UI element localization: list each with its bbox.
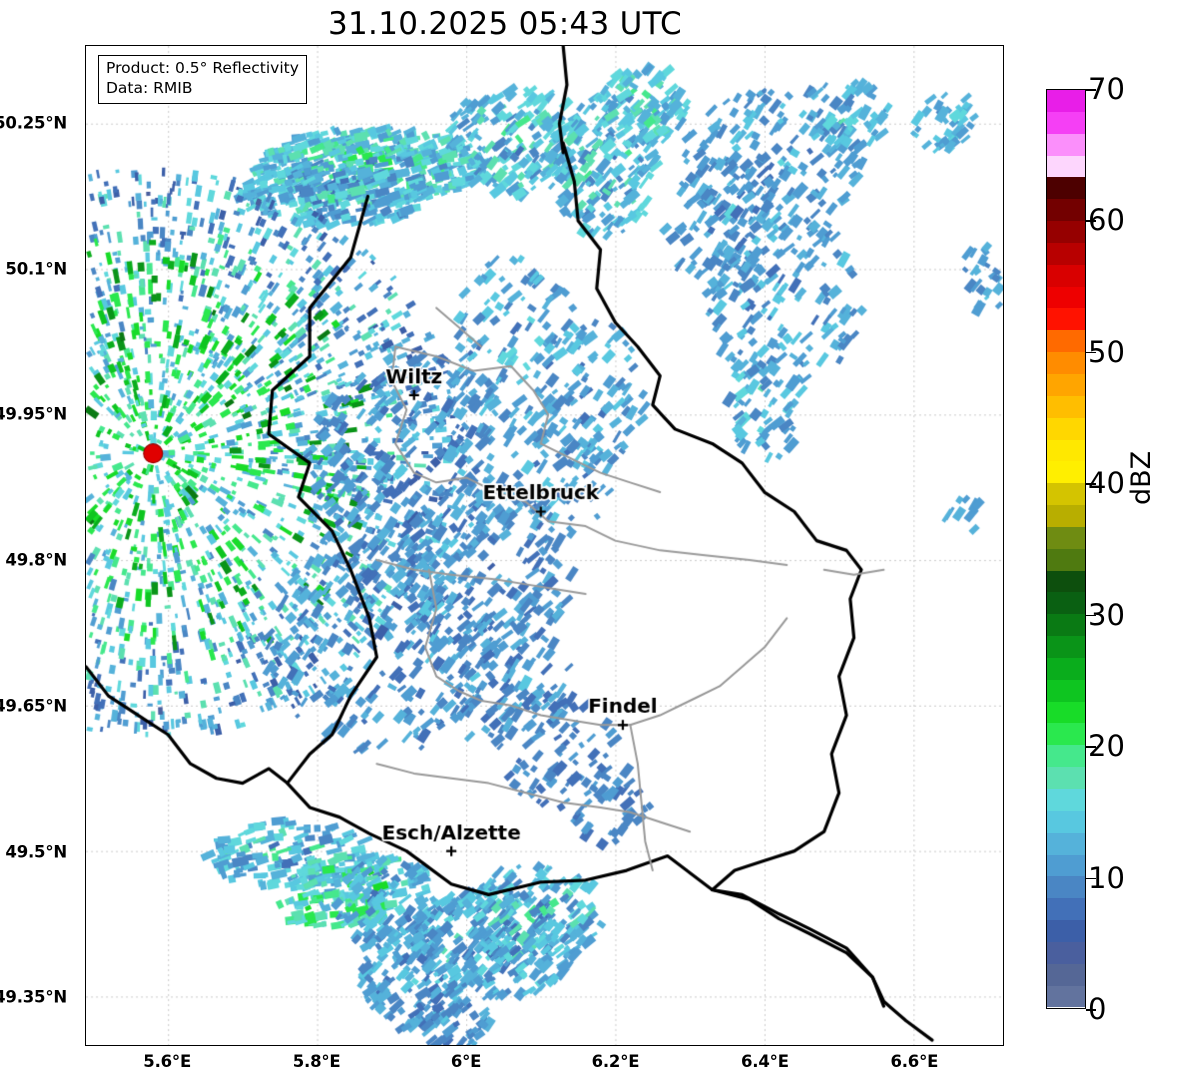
colorbar-tick-label: 0 — [1088, 992, 1107, 1026]
data-source-line: Data: RMIB — [106, 78, 193, 97]
colorbar-band — [1047, 373, 1085, 396]
y-tick-label: 49.5°N — [5, 842, 67, 862]
x-tick-label: 6.6°E — [890, 1052, 939, 1071]
colorbar-tick-mark — [1086, 877, 1096, 880]
colorbar-tick-label: 40 — [1088, 466, 1125, 501]
colorbar-tick-mark — [1086, 220, 1096, 223]
colorbar-band — [1047, 155, 1085, 178]
colorbar-band — [1047, 636, 1085, 658]
x-tick-label: 6.2°E — [591, 1052, 640, 1071]
radar-map-plot: Product: 0.5° Reflectivity Data: RMIB — [85, 45, 1004, 1046]
colorbar-tick-label: 30 — [1088, 597, 1125, 632]
colorbar-band — [1047, 483, 1085, 506]
x-tick-label: 5.6°E — [143, 1052, 192, 1071]
colorbar-band — [1047, 242, 1085, 265]
colorbar-tick-mark — [1086, 483, 1096, 485]
colorbar-tick-mark — [1086, 746, 1096, 748]
colorbar-band — [1047, 548, 1085, 571]
y-tick-label: 50.1°N — [5, 259, 67, 279]
radar-reflectivity-canvas — [86, 46, 1003, 1045]
colorbar-label: dBZ — [1126, 450, 1157, 505]
colorbar-band — [1047, 810, 1085, 833]
colorbar-band — [1047, 177, 1085, 200]
colorbar-band — [1047, 395, 1085, 418]
product-line: Product: 0.5° Reflectivity — [106, 59, 299, 77]
colorbar — [1046, 89, 1086, 1009]
colorbar-tick-label: 20 — [1088, 729, 1125, 764]
colorbar-band — [1047, 592, 1085, 615]
colorbar-band — [1047, 941, 1085, 964]
colorbar-band — [1047, 505, 1085, 527]
colorbar-band — [1047, 723, 1085, 746]
colorbar-tick-mark — [1086, 351, 1096, 354]
colorbar-band — [1047, 461, 1085, 484]
colorbar-band — [1047, 264, 1085, 287]
colorbar-band — [1047, 679, 1085, 702]
colorbar-tick-label: 50 — [1088, 334, 1125, 369]
y-tick-label: 49.65°N — [0, 696, 67, 716]
y-tick-label: 49.8°N — [5, 550, 67, 570]
colorbar-band — [1047, 701, 1085, 724]
colorbar-band — [1047, 854, 1085, 877]
colorbar-band — [1047, 199, 1085, 222]
y-tick-label: 49.35°N — [0, 987, 67, 1007]
colorbar-band — [1047, 308, 1085, 331]
x-tick-label: 6.4°E — [741, 1052, 789, 1071]
colorbar-band — [1047, 657, 1085, 680]
colorbar-tick-label: 60 — [1088, 203, 1125, 238]
colorbar-band — [1047, 767, 1085, 789]
colorbar-band — [1047, 963, 1085, 986]
colorbar-tick-mark — [1086, 89, 1096, 91]
colorbar-band — [1047, 745, 1085, 768]
colorbar-band — [1047, 352, 1085, 374]
colorbar-band — [1047, 920, 1085, 942]
colorbar-tick-mark — [1086, 1009, 1096, 1011]
colorbar-band — [1047, 985, 1085, 1008]
colorbar-band — [1047, 876, 1085, 899]
colorbar-band — [1047, 111, 1085, 134]
page-title: 31.10.2025 05:43 UTC — [328, 6, 682, 42]
colorbar-band — [1047, 570, 1085, 593]
colorbar-band — [1047, 133, 1085, 156]
colorbar-tick-label: 10 — [1088, 860, 1125, 895]
colorbar-band — [1047, 526, 1085, 549]
colorbar-band — [1047, 832, 1085, 855]
colorbar-band — [1047, 330, 1085, 353]
colorbar-band — [1047, 417, 1085, 440]
colorbar-band — [1047, 90, 1085, 112]
colorbar-band — [1047, 898, 1085, 921]
x-tick-label: 6°E — [450, 1052, 482, 1071]
colorbar-band — [1047, 439, 1085, 462]
product-info-box: Product: 0.5° Reflectivity Data: RMIB — [98, 55, 307, 104]
colorbar-band — [1047, 286, 1085, 309]
colorbar-tick-mark — [1086, 614, 1096, 617]
x-tick-label: 5.8°E — [292, 1052, 341, 1071]
colorbar-band — [1047, 614, 1085, 637]
colorbar-band — [1047, 221, 1085, 243]
colorbar-tick-label: 70 — [1088, 72, 1125, 106]
y-tick-label: 49.95°N — [0, 404, 67, 424]
y-tick-label: 50.25°N — [0, 113, 67, 133]
colorbar-band — [1047, 789, 1085, 811]
